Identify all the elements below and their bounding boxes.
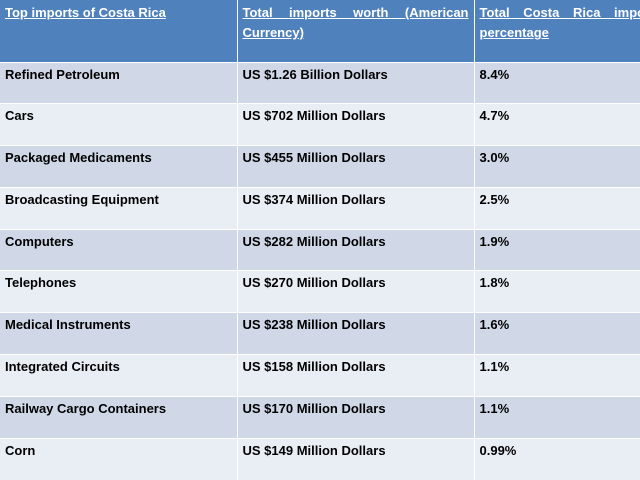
- table-row: Computers US $282 Million Dollars 1.9%: [0, 228, 640, 271]
- table-row: Refined Petroleum US $1.26 Billion Dolla…: [0, 61, 640, 104]
- cell-import-worth: US $149 Million Dollars: [237, 437, 475, 480]
- cell-import-worth: US $374 Million Dollars: [237, 186, 475, 230]
- cell-import-name: Refined Petroleum: [0, 61, 238, 104]
- table-header-row: Top imports of Costa Rica Total imports …: [0, 0, 640, 62]
- cell-import-worth: US $282 Million Dollars: [237, 228, 475, 271]
- cell-import-name: Railway Cargo Containers: [0, 395, 238, 439]
- table-row: Cars US $702 Million Dollars 4.7%: [0, 103, 640, 146]
- cell-import-name: Broadcasting Equipment: [0, 186, 238, 230]
- header-import-percentage: Total Costa Rica import percentage: [474, 0, 640, 62]
- table-row: Medical Instruments US $238 Million Doll…: [0, 312, 640, 355]
- cell-import-name: Corn: [0, 437, 238, 480]
- cell-import-name: Telephones: [0, 270, 238, 313]
- cell-import-name: Medical Instruments: [0, 312, 238, 355]
- header-top-imports: Top imports of Costa Rica: [0, 0, 238, 62]
- table-row: Telephones US $270 Million Dollars 1.8%: [0, 270, 640, 313]
- table-row: Corn US $149 Million Dollars 0.99%: [0, 437, 640, 480]
- table-row: Railway Cargo Containers US $170 Million…: [0, 395, 640, 439]
- cell-import-name: Computers: [0, 228, 238, 271]
- cell-import-percentage: 1.9%: [474, 228, 640, 271]
- cell-import-name: Integrated Circuits: [0, 354, 238, 397]
- cell-import-name: Cars: [0, 103, 238, 146]
- cell-import-worth: US $702 Million Dollars: [237, 103, 475, 146]
- cell-import-percentage: 1.1%: [474, 395, 640, 439]
- cell-import-worth: US $1.26 Billion Dollars: [237, 61, 475, 104]
- cell-import-percentage: 1.8%: [474, 270, 640, 313]
- cell-import-name: Packaged Medicaments: [0, 145, 238, 188]
- cell-import-percentage: 4.7%: [474, 103, 640, 146]
- cell-import-percentage: 3.0%: [474, 145, 640, 188]
- cell-import-percentage: 0.99%: [474, 437, 640, 480]
- cell-import-percentage: 1.6%: [474, 312, 640, 355]
- table-row: Packaged Medicaments US $455 Million Dol…: [0, 145, 640, 188]
- cell-import-worth: US $170 Million Dollars: [237, 395, 475, 439]
- cell-import-percentage: 8.4%: [474, 61, 640, 104]
- cell-import-worth: US $270 Million Dollars: [237, 270, 475, 313]
- header-total-imports-worth: Total imports worth (American Currency): [237, 0, 475, 62]
- cell-import-worth: US $158 Million Dollars: [237, 354, 475, 397]
- table-row: Integrated Circuits US $158 Million Doll…: [0, 354, 640, 397]
- cell-import-percentage: 2.5%: [474, 186, 640, 230]
- table-row: Broadcasting Equipment US $374 Million D…: [0, 186, 640, 230]
- cell-import-worth: US $238 Million Dollars: [237, 312, 475, 355]
- cell-import-worth: US $455 Million Dollars: [237, 145, 475, 188]
- cell-import-percentage: 1.1%: [474, 354, 640, 397]
